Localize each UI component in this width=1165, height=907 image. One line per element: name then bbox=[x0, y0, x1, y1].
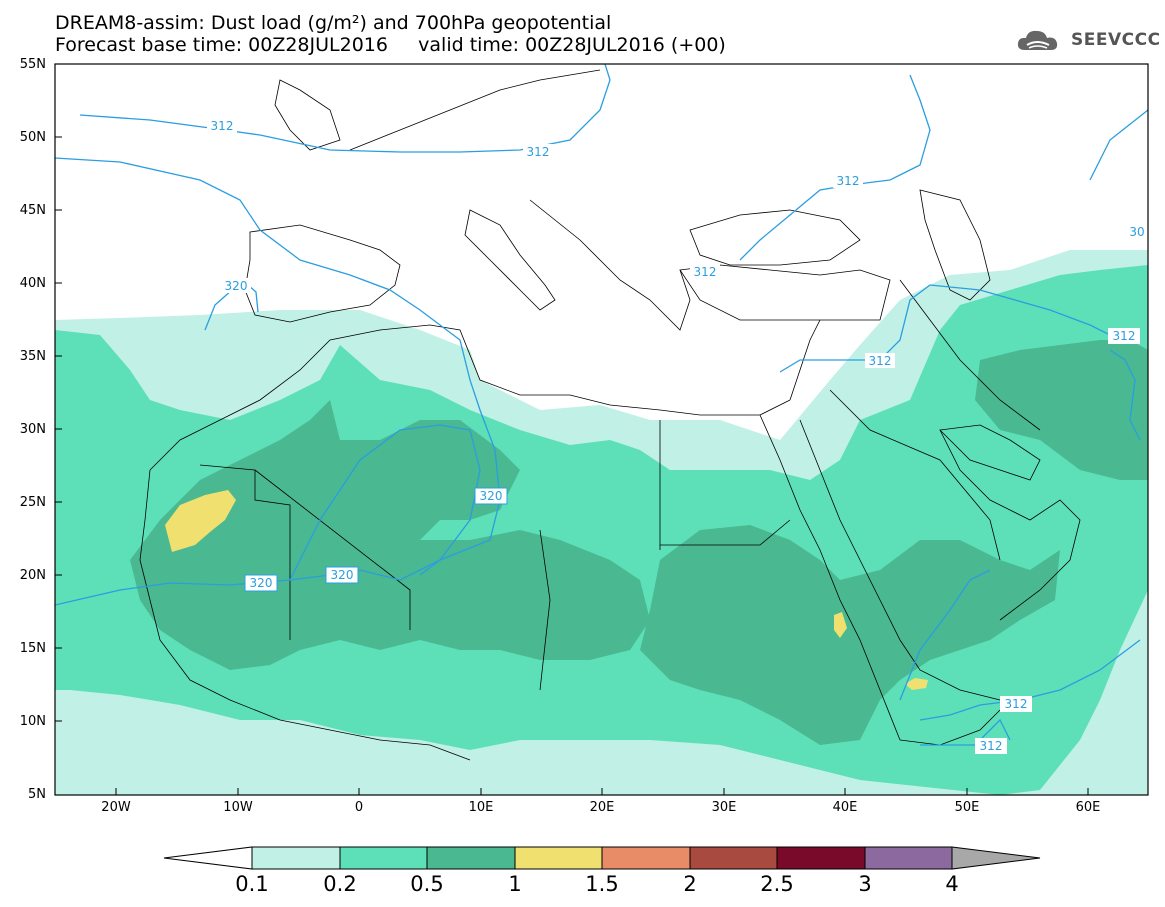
lat-label: 20N bbox=[19, 568, 46, 583]
contour-label: 30 bbox=[1129, 225, 1144, 239]
border-sahel-2 bbox=[254, 469, 411, 630]
lon-label: 0 bbox=[354, 800, 364, 815]
lat-label: 10N bbox=[19, 714, 46, 729]
levant-coast bbox=[789, 319, 821, 401]
west-africa-coast bbox=[139, 469, 471, 761]
iberia-coast bbox=[244, 224, 401, 323]
logo-text: SEEVCCC bbox=[1071, 30, 1161, 50]
lat-label: 15N bbox=[19, 641, 46, 656]
contour-label: 312 bbox=[1005, 697, 1028, 711]
turkey-coast bbox=[679, 264, 891, 321]
colorbar-label: 1.5 bbox=[585, 872, 619, 896]
lat-label: 30N bbox=[19, 422, 46, 437]
lat-label: 55N bbox=[19, 57, 46, 72]
contour-label: 312 bbox=[980, 739, 1003, 753]
colorbar-label: 0.5 bbox=[410, 872, 444, 896]
contour-312-arabia bbox=[899, 569, 991, 701]
contour-label: 312 bbox=[527, 145, 550, 159]
lat-label: 40N bbox=[19, 276, 46, 291]
lat-label: 50N bbox=[19, 130, 46, 145]
lon-label: 50E bbox=[954, 800, 980, 815]
lon-label: 40E bbox=[832, 800, 858, 815]
lon-label: 60E bbox=[1075, 800, 1101, 815]
border-sahel-1 bbox=[199, 464, 291, 640]
lat-label: 5N bbox=[28, 787, 46, 802]
contour-labels: 312 312 312 320 312 312 320 320 320 312 … bbox=[207, 118, 1148, 754]
colorbar-label: 2.5 bbox=[760, 872, 794, 896]
dust-contour-1-yemen bbox=[905, 678, 928, 690]
border-iran bbox=[899, 279, 1041, 431]
arabia-east-coast bbox=[939, 429, 1081, 621]
colorbar-label: 1 bbox=[508, 872, 522, 896]
contour-label: 320 bbox=[331, 568, 354, 582]
dust-field bbox=[55, 250, 1148, 795]
dust-contour-0.5-west bbox=[130, 400, 650, 670]
lat-label: 45N bbox=[19, 203, 46, 218]
contour-312-north bbox=[79, 64, 611, 153]
red-sea-east bbox=[799, 419, 1001, 701]
contour-label: 312 bbox=[1113, 329, 1136, 343]
cloud-icon bbox=[1017, 30, 1058, 50]
contour-label: 320 bbox=[225, 279, 248, 293]
colorbar-low-arrow bbox=[163, 846, 253, 870]
dust-contour-0.5-east bbox=[640, 525, 1060, 745]
map-title: DREAM8-assim: Dust load (g/m²) and 700hP… bbox=[55, 12, 612, 34]
britain-coast bbox=[274, 79, 341, 151]
lat-label: 25N bbox=[19, 495, 46, 510]
map-subtitle: Forecast base time: 00Z28JUL2016 valid t… bbox=[55, 34, 726, 56]
red-sea-west bbox=[759, 414, 901, 741]
lon-label: 20W bbox=[101, 800, 131, 815]
dust-contour-1-red-sea bbox=[834, 612, 847, 638]
caspian-coast bbox=[919, 189, 991, 301]
contour-312-east bbox=[739, 74, 931, 261]
colorbar-label: 0.1 bbox=[235, 872, 269, 896]
contour-312-east-edge bbox=[1109, 349, 1141, 441]
lat-label: 35N bbox=[19, 349, 46, 364]
border-sahel-3 bbox=[539, 529, 551, 691]
seevccc-logo: SEEVCCC bbox=[1015, 26, 1161, 54]
colorbar-label: 4 bbox=[945, 872, 959, 896]
lon-label: 10E bbox=[468, 800, 494, 815]
horn-africa-coast bbox=[899, 709, 1001, 746]
contour-label: 320 bbox=[480, 489, 503, 503]
italy-coast bbox=[464, 209, 556, 311]
lon-label: 30E bbox=[711, 800, 737, 815]
colorbar-label: 2 bbox=[683, 872, 697, 896]
contour-label: 312 bbox=[837, 174, 860, 188]
contour-label: 312 bbox=[869, 354, 892, 368]
north-africa-coast bbox=[149, 324, 791, 471]
colorbar-label: 0.2 bbox=[323, 872, 357, 896]
contour-label: 312 bbox=[694, 265, 717, 279]
gulf-coast bbox=[939, 424, 1041, 481]
dust-contour-0.5-arabia bbox=[975, 340, 1148, 480]
dust-contour-1-mauritania bbox=[165, 490, 236, 552]
contour-312-somalia bbox=[920, 718, 1011, 746]
colorbar bbox=[163, 846, 1041, 870]
colorbar-label: 3 bbox=[858, 872, 872, 896]
border-sudan bbox=[660, 519, 791, 546]
contour-312-caspian bbox=[1089, 109, 1148, 181]
contour-320-sahara bbox=[289, 424, 481, 581]
balkans-coast bbox=[529, 199, 691, 331]
contour-label: 320 bbox=[250, 576, 273, 590]
black-sea-coast bbox=[689, 209, 861, 266]
axis-ticks bbox=[55, 63, 1089, 795]
border-saudi bbox=[829, 389, 1001, 561]
lon-label: 10W bbox=[223, 800, 253, 815]
contour-312-levant bbox=[779, 284, 1111, 373]
contour-label: 312 bbox=[211, 119, 234, 133]
coastlines bbox=[139, 69, 1081, 761]
lon-label: 20E bbox=[589, 800, 615, 815]
europe-north-coast bbox=[349, 69, 601, 151]
colorbar-high-arrow bbox=[951, 846, 1041, 870]
